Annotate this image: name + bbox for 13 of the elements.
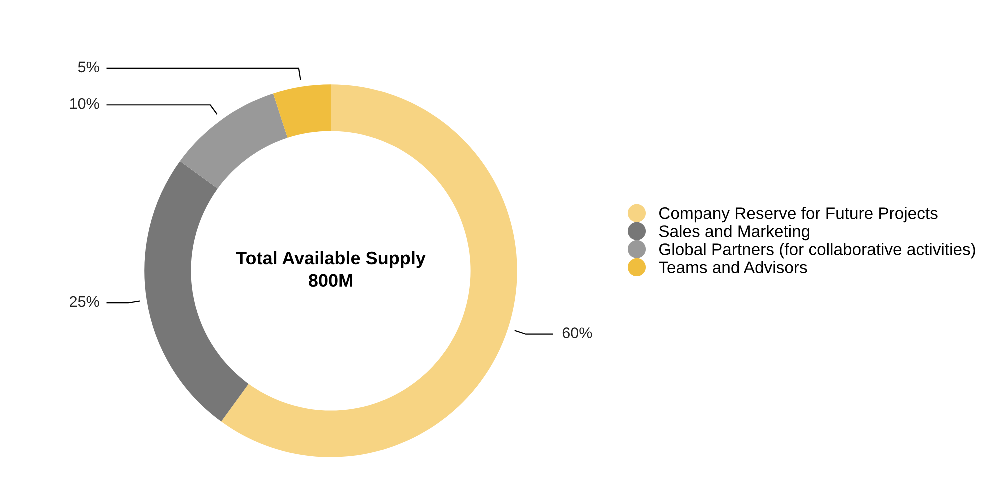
data-label: 10% [70, 98, 100, 110]
text: Total Available Supply [236, 251, 426, 268]
donut-slice [273, 84, 331, 138]
legend-label: Sales and Marketing [659, 225, 810, 241]
data-label: 60% [562, 328, 592, 338]
donut-slice [221, 84, 518, 458]
text: 800M [308, 274, 352, 288]
donut-slice [180, 94, 288, 189]
legend-label: Company Reserve for Future Projects [660, 207, 938, 223]
data-label: 25% [70, 296, 100, 308]
legend-label: Teams and Advisors [659, 261, 808, 274]
data-label: 5% [78, 62, 100, 73]
legend-label: Global Partners (for collaborative activities) [660, 243, 976, 259]
